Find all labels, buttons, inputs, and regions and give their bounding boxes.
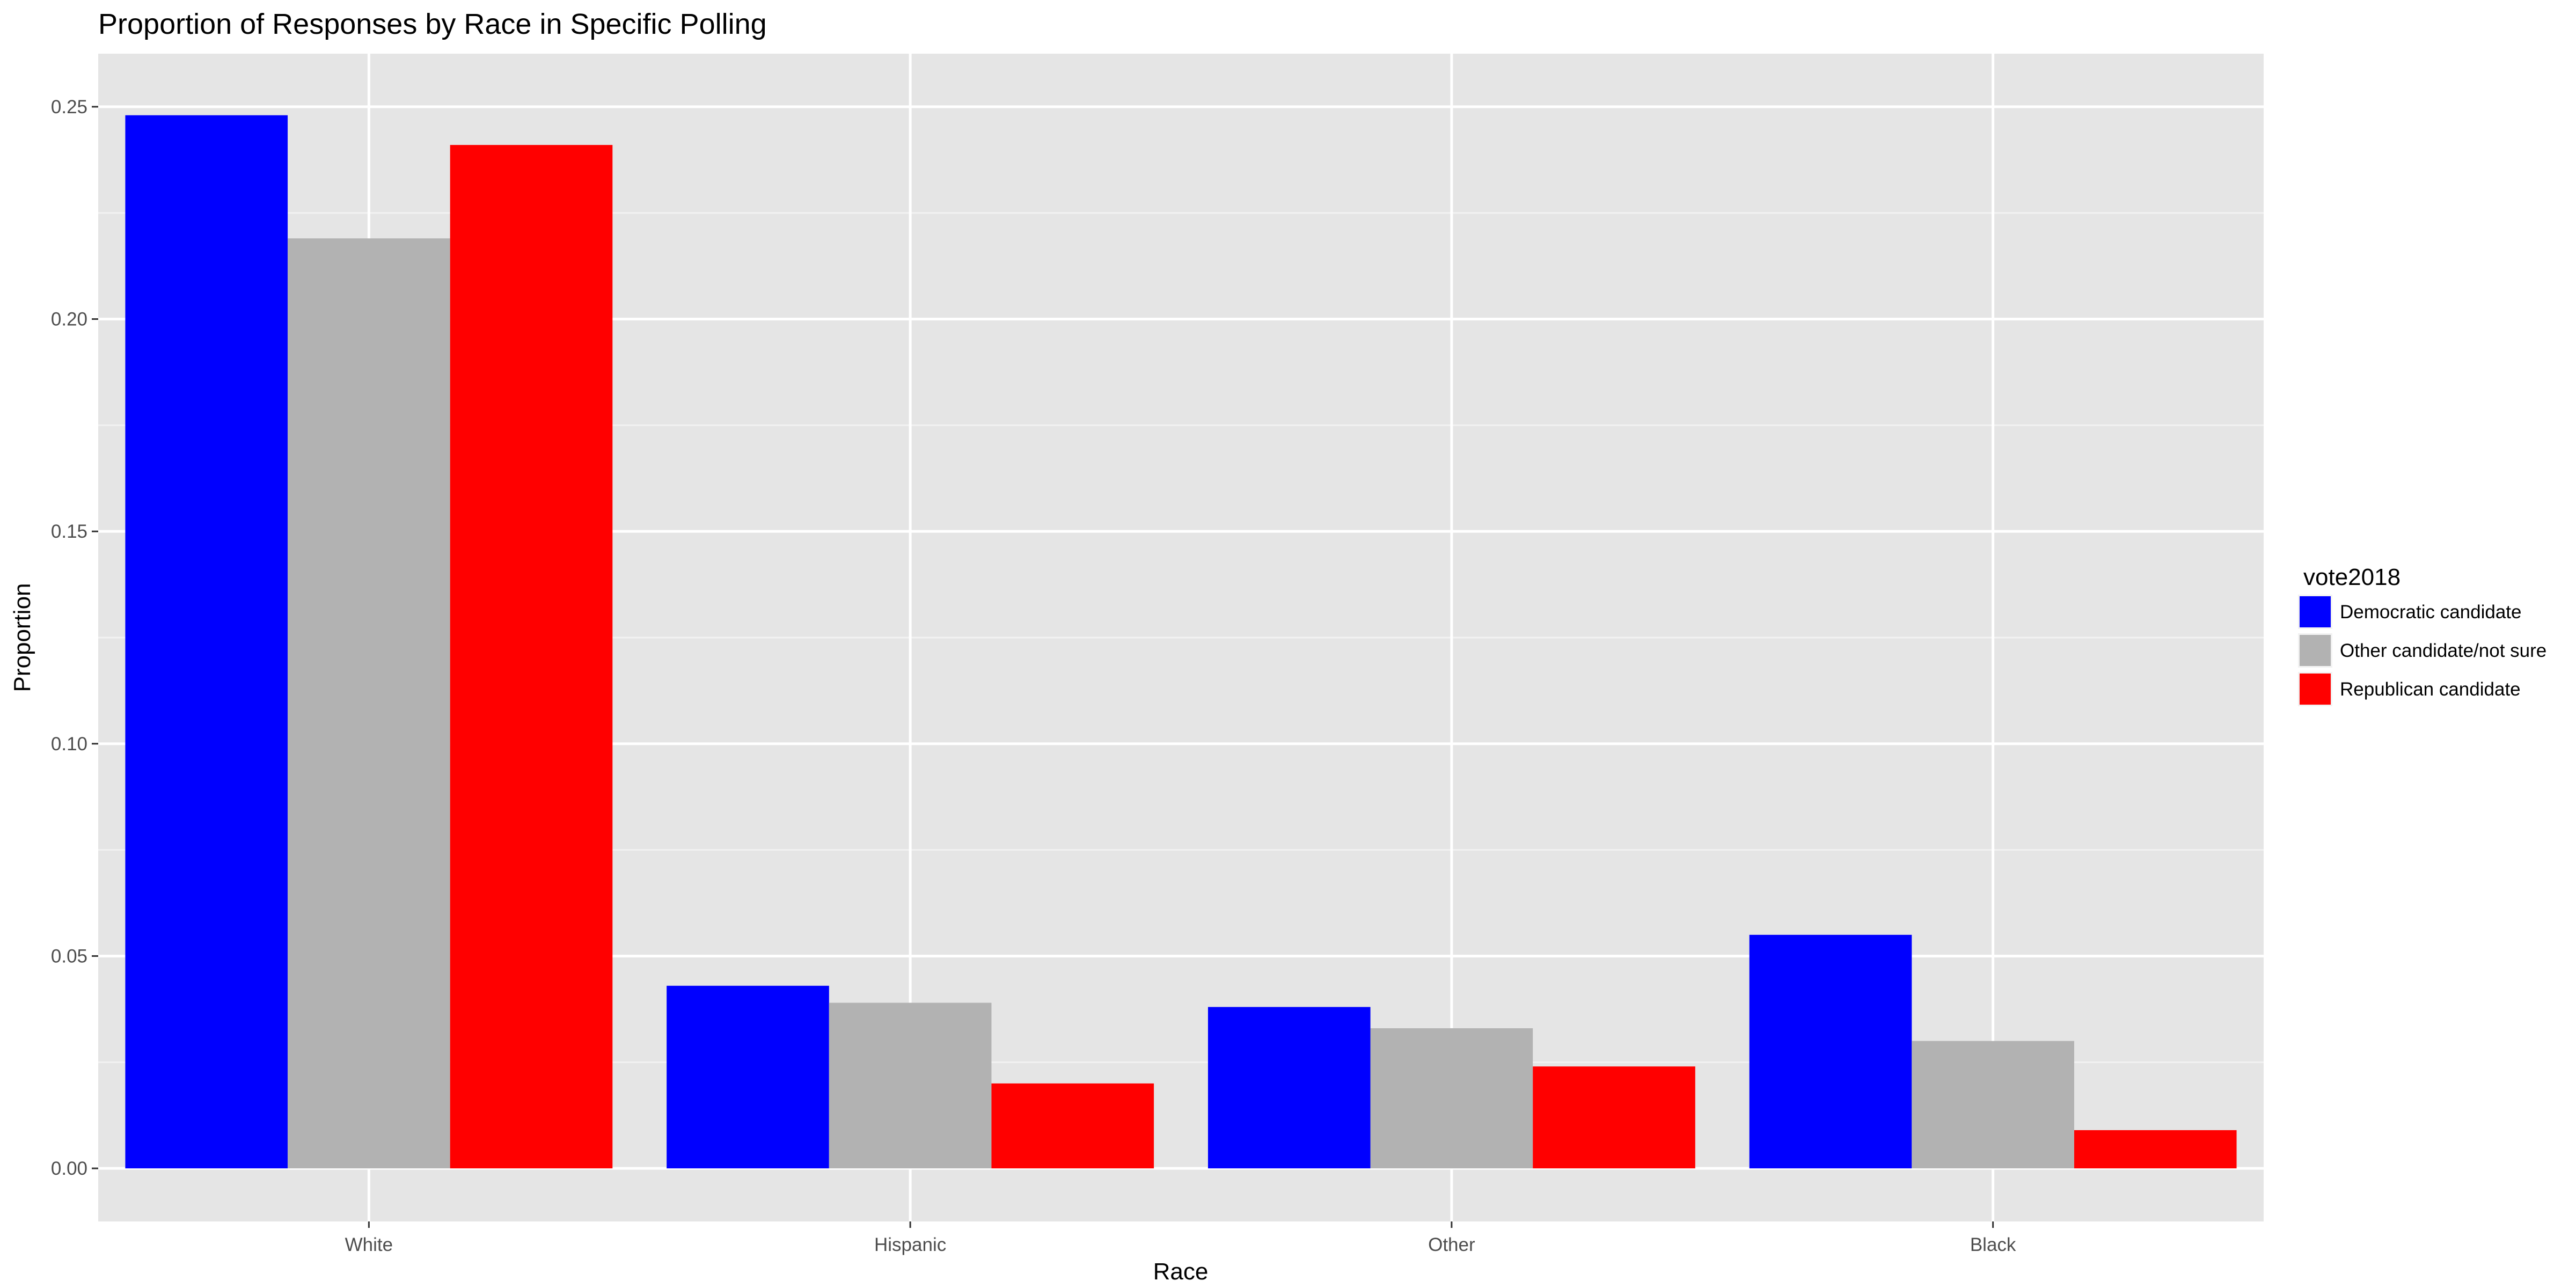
- bar-hispanic-other-candidate-not-sure: [829, 1002, 992, 1169]
- legend-title: vote2018: [2303, 564, 2401, 590]
- y-tick-label: 0.05: [51, 946, 87, 967]
- x-tick-label: White: [345, 1234, 393, 1255]
- bar-white-republican-candidate: [450, 145, 613, 1169]
- legend-key-swatch: [2300, 674, 2331, 705]
- bar-hispanic-democratic-candidate: [667, 985, 829, 1169]
- y-tick-label: 0.00: [51, 1158, 87, 1179]
- bar-black-democratic-candidate: [1749, 934, 1912, 1169]
- chart-title: Proportion of Responses by Race in Speci…: [98, 8, 767, 40]
- bar-hispanic-republican-candidate: [991, 1083, 1154, 1169]
- bar-white-democratic-candidate: [125, 115, 288, 1169]
- y-tick-label: 0.10: [51, 734, 87, 755]
- legend-item-label: Republican candidate: [2340, 679, 2521, 700]
- legend-key-swatch: [2300, 635, 2331, 666]
- bar-other-democratic-candidate: [1208, 1007, 1371, 1169]
- x-tick-label: Black: [1970, 1234, 2016, 1255]
- x-tick-label: Other: [1428, 1234, 1475, 1255]
- bar-other-other-candidate-not-sure: [1370, 1028, 1533, 1169]
- x-axis-title: Race: [1153, 1258, 1209, 1285]
- y-tick-label: 0.20: [51, 309, 87, 330]
- bar-black-other-candidate-not-sure: [1912, 1041, 2074, 1169]
- legend: vote2018 Democratic candidate Other candi…: [2298, 564, 2546, 706]
- x-tick-label: Hispanic: [874, 1234, 946, 1255]
- y-tick-label: 0.25: [51, 97, 87, 118]
- bar-black-republican-candidate: [2074, 1130, 2237, 1169]
- y-tick-label: 0.15: [51, 521, 87, 542]
- y-axis-title: Proportion: [9, 583, 35, 692]
- legend-item-label: Other candidate/not sure: [2340, 640, 2546, 661]
- axes: 0.00 0.05 0.10 0.15 0.20 0.25 White Hispanic Oth…: [51, 97, 2016, 1255]
- bar-other-republican-candidate: [1533, 1066, 1695, 1169]
- bars: [125, 115, 2237, 1169]
- legend-item-label: Democratic candidate: [2340, 602, 2522, 623]
- bar-white-other-candidate-not-sure: [288, 238, 450, 1169]
- legend-key-swatch: [2300, 596, 2331, 627]
